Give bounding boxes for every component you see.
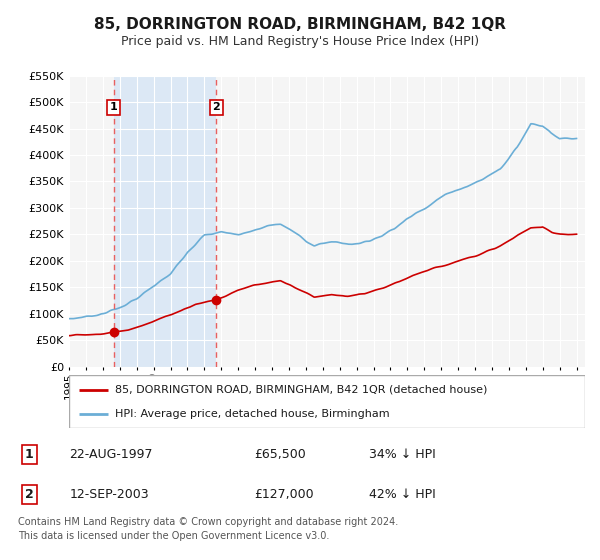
Text: 1: 1 — [25, 447, 34, 461]
Text: £65,500: £65,500 — [254, 447, 305, 461]
Text: 2: 2 — [212, 102, 220, 113]
Text: 85, DORRINGTON ROAD, BIRMINGHAM, B42 1QR: 85, DORRINGTON ROAD, BIRMINGHAM, B42 1QR — [94, 17, 506, 32]
Text: 85, DORRINGTON ROAD, BIRMINGHAM, B42 1QR (detached house): 85, DORRINGTON ROAD, BIRMINGHAM, B42 1QR… — [115, 385, 488, 395]
Text: £127,000: £127,000 — [254, 488, 314, 501]
Text: 1: 1 — [110, 102, 118, 113]
Text: 34% ↓ HPI: 34% ↓ HPI — [369, 447, 436, 461]
Bar — [113, 76, 217, 367]
Text: 42% ↓ HPI: 42% ↓ HPI — [369, 488, 436, 501]
Text: 2: 2 — [25, 488, 34, 501]
Text: 12-SEP-2003: 12-SEP-2003 — [70, 488, 149, 501]
Text: 22-AUG-1997: 22-AUG-1997 — [70, 447, 153, 461]
Text: Contains HM Land Registry data © Crown copyright and database right 2024.
This d: Contains HM Land Registry data © Crown c… — [18, 517, 398, 540]
Text: HPI: Average price, detached house, Birmingham: HPI: Average price, detached house, Birm… — [115, 409, 390, 419]
Text: Price paid vs. HM Land Registry's House Price Index (HPI): Price paid vs. HM Land Registry's House … — [121, 35, 479, 48]
